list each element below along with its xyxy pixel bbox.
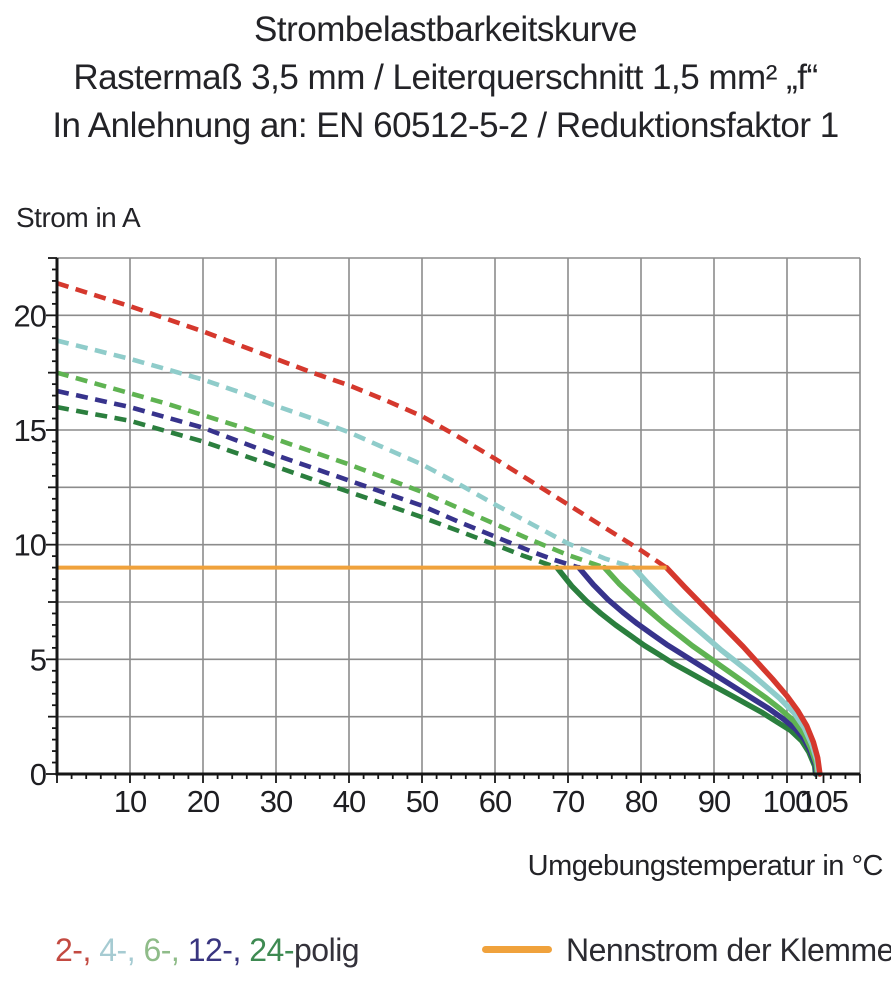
nominal-legend-label: Nennstrom der Klemme xyxy=(566,932,891,968)
series-6-polig xyxy=(56,370,821,777)
x-tick-label: 50 xyxy=(406,784,439,819)
x-axis-title: Umgebungstemperatur in °C xyxy=(527,850,884,882)
series-2-polig xyxy=(56,281,823,777)
nominal-legend: Nennstrom der Klemme xyxy=(482,932,891,969)
x-tick-label: 60 xyxy=(479,784,512,819)
y-tick-label: 0 xyxy=(30,757,47,792)
y-axis-title: Strom in A xyxy=(16,202,141,233)
x-tick-label: 70 xyxy=(552,784,585,819)
x-tick-label: 20 xyxy=(187,784,220,819)
title-line-3: In Anlehnung an: EN 60512-5-2 / Reduktio… xyxy=(52,106,839,145)
x-tick-label: 40 xyxy=(333,784,366,819)
title-line-1: Strombelastbarkeitskurve xyxy=(254,10,637,49)
title-line-2: Rastermaß 3,5 mm / Leiterquerschnitt 1,5… xyxy=(73,58,818,97)
ticks xyxy=(46,257,861,783)
series-solid-2-polig xyxy=(663,564,823,777)
legend-segment: 4-, xyxy=(99,932,144,968)
x-tick-label: 30 xyxy=(260,784,293,819)
series-dashed-12-polig xyxy=(56,388,580,570)
series-dashed-6-polig xyxy=(56,370,606,570)
grid xyxy=(57,257,861,774)
series-solid-6-polig xyxy=(601,564,821,777)
y-tick-label: 5 xyxy=(30,642,46,677)
legend-segment: 6-, xyxy=(143,932,188,968)
y-tick-label: 10 xyxy=(14,528,47,563)
legend-segment: 12-, xyxy=(187,932,250,968)
series-solid-24-polig xyxy=(554,564,819,777)
series-legend: 2-, 4-, 6-, 12-, 24-polig xyxy=(55,932,360,969)
axes xyxy=(55,258,860,776)
chart-title: Strombelastbarkeitskurve Rastermaß 3,5 m… xyxy=(0,6,891,150)
y-tick-label: 15 xyxy=(14,413,46,448)
x-tick-label: 10 xyxy=(114,784,147,819)
series-dashed-24-polig xyxy=(56,404,558,570)
x-tick-label: 90 xyxy=(698,784,731,819)
series-dashed-2-polig xyxy=(56,281,668,570)
legend-segment: polig xyxy=(293,932,360,968)
series-24-polig xyxy=(56,404,819,777)
x-tick-label: 80 xyxy=(625,784,658,819)
legend-segment: 2-, xyxy=(55,932,100,968)
x-tick-label: 105 xyxy=(799,784,848,819)
series-dashed-4-polig xyxy=(56,338,635,570)
legend-segment: 24- xyxy=(249,932,294,968)
y-tick-label: 20 xyxy=(14,298,47,333)
x-tick-label: 100 xyxy=(763,784,812,819)
nominal-line-swatch xyxy=(482,945,552,953)
